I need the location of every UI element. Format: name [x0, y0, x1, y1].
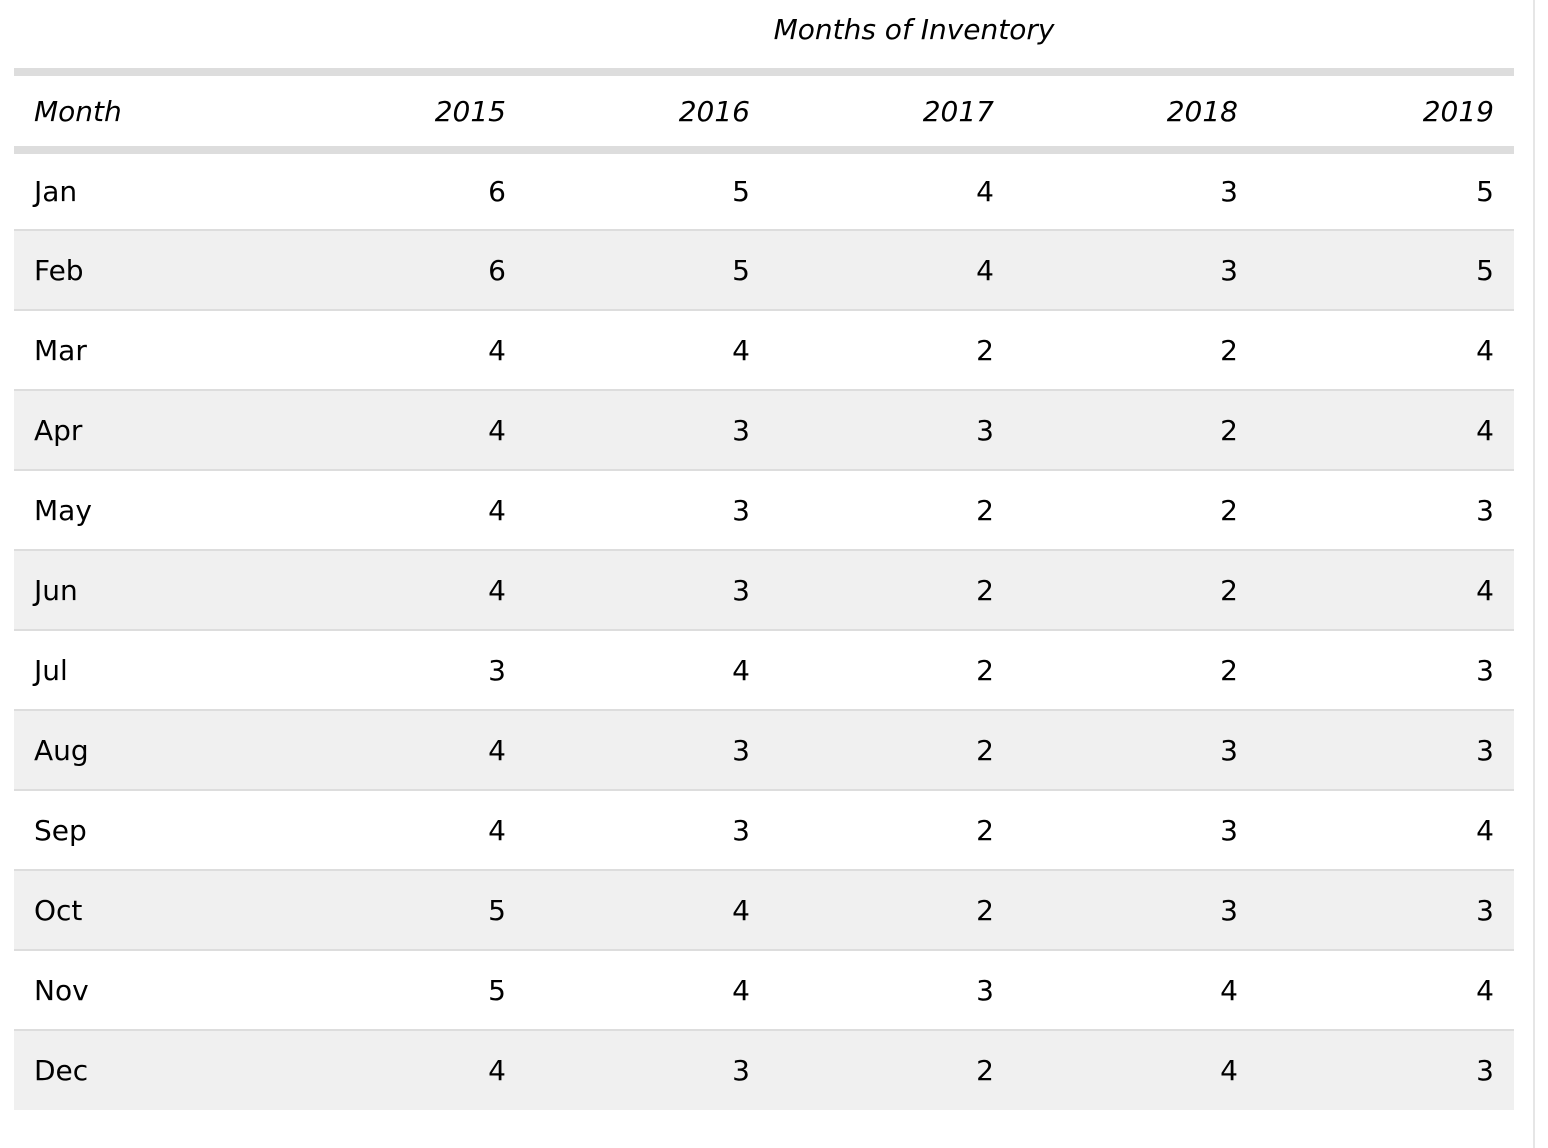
table-row: Nov 5 4 3 4 4 — [14, 950, 1514, 1030]
month-cell: Apr — [34, 413, 83, 447]
column-header-month: Month — [34, 94, 122, 128]
value-cell: 2 — [976, 333, 994, 367]
value-cell: 3 — [976, 413, 994, 447]
value-cell: 5 — [1476, 175, 1494, 208]
value-cell: 2 — [1220, 493, 1238, 527]
table-row: Aug 4 3 2 3 3 — [14, 710, 1514, 790]
month-cell: Jul — [34, 653, 68, 687]
table-row: Feb 6 5 4 3 5 — [14, 230, 1514, 310]
value-cell: 4 — [1476, 413, 1494, 447]
value-cell: 2 — [1220, 573, 1238, 607]
month-cell: Feb — [34, 253, 84, 287]
value-cell: 2 — [1220, 413, 1238, 447]
column-header-2017: 2017 — [922, 94, 994, 128]
month-cell: May — [34, 493, 92, 527]
value-cell: 5 — [488, 893, 506, 927]
value-cell: 3 — [732, 493, 750, 527]
value-cell: 3 — [1476, 493, 1494, 527]
value-cell: 2 — [1220, 333, 1238, 367]
value-cell: 4 — [488, 493, 506, 527]
value-cell: 4 — [1476, 333, 1494, 367]
value-cell: 3 — [732, 813, 750, 847]
month-cell: Jan — [34, 175, 78, 208]
value-cell: 4 — [1476, 573, 1494, 607]
value-cell: 2 — [976, 1054, 994, 1087]
value-cell: 4 — [488, 573, 506, 607]
value-cell: 3 — [1220, 253, 1238, 287]
value-cell: 5 — [732, 253, 750, 287]
value-cell: 4 — [488, 813, 506, 847]
value-cell: 3 — [1220, 893, 1238, 927]
value-cell: 3 — [488, 653, 506, 687]
value-cell: 3 — [1476, 733, 1494, 767]
value-cell: 3 — [1476, 653, 1494, 687]
value-cell: 2 — [976, 893, 994, 927]
column-header-2016: 2016 — [678, 94, 750, 128]
value-cell: 3 — [732, 1054, 750, 1087]
value-cell: 4 — [732, 893, 750, 927]
inventory-table: Month 2015 2016 2017 2018 2019 Jan 6 5 4 3 5 F… — [14, 68, 1514, 1110]
month-cell: Jun — [34, 573, 78, 607]
value-cell: 2 — [976, 653, 994, 687]
table-row: May 4 3 2 2 3 — [14, 470, 1514, 550]
value-cell: 4 — [488, 733, 506, 767]
table-row: Jul 3 4 2 2 3 — [14, 630, 1514, 710]
value-cell: 3 — [732, 413, 750, 447]
value-cell: 4 — [732, 653, 750, 687]
month-cell: Mar — [34, 333, 87, 367]
table-row: Oct 5 4 2 3 3 — [14, 870, 1514, 950]
value-cell: 5 — [732, 175, 750, 208]
month-cell: Sep — [34, 813, 87, 847]
value-cell: 3 — [1220, 813, 1238, 847]
value-cell: 4 — [488, 413, 506, 447]
value-cell: 3 — [732, 573, 750, 607]
value-cell: 5 — [488, 973, 506, 1007]
month-cell: Oct — [34, 893, 83, 927]
value-cell: 3 — [1476, 1054, 1494, 1087]
table-row: Sep 4 3 2 3 4 — [14, 790, 1514, 870]
value-cell: 3 — [1220, 175, 1238, 208]
column-header-2015: 2015 — [434, 94, 506, 128]
table-row: Jan 6 5 4 3 5 — [14, 150, 1514, 230]
header-row: Month 2015 2016 2017 2018 2019 — [14, 72, 1514, 150]
value-cell: 6 — [488, 253, 506, 287]
value-cell: 3 — [732, 733, 750, 767]
column-header-2018: 2018 — [1166, 94, 1238, 128]
value-cell: 3 — [976, 973, 994, 1007]
table-title: Months of Inventory — [773, 13, 1055, 46]
value-cell: 4 — [976, 253, 994, 287]
table-row: Mar 4 4 2 2 4 — [14, 310, 1514, 390]
month-cell: Aug — [34, 733, 89, 767]
value-cell: 4 — [1476, 973, 1494, 1007]
value-cell: 4 — [1220, 973, 1238, 1007]
value-cell: 3 — [1476, 893, 1494, 927]
value-cell: 4 — [976, 175, 994, 208]
scrollbar-track[interactable] — [1533, 0, 1535, 1148]
table-body: Jan 6 5 4 3 5 Feb 6 5 4 3 5 Mar 4 4 2 2 4 Apr 4 3 3 2 4 May 4 3 2 2 3… — [14, 150, 1514, 1110]
value-cell: 5 — [1476, 253, 1494, 287]
column-header-2019: 2019 — [1422, 94, 1494, 128]
value-cell: 2 — [976, 733, 994, 767]
table-row: Jun 4 3 2 2 4 — [14, 550, 1514, 630]
value-cell: 4 — [732, 333, 750, 367]
month-cell: Nov — [34, 973, 89, 1007]
value-cell: 2 — [1220, 653, 1238, 687]
table-row: Apr 4 3 3 2 4 — [14, 390, 1514, 470]
table-row: Dec 4 3 2 4 3 — [14, 1030, 1514, 1110]
value-cell: 2 — [976, 493, 994, 527]
value-cell: 6 — [488, 175, 506, 208]
value-cell: 4 — [488, 333, 506, 367]
value-cell: 3 — [1220, 733, 1238, 767]
month-cell: Dec — [34, 1054, 89, 1087]
value-cell: 4 — [488, 1054, 506, 1087]
value-cell: 4 — [1476, 813, 1494, 847]
value-cell: 2 — [976, 813, 994, 847]
value-cell: 2 — [976, 573, 994, 607]
value-cell: 4 — [1220, 1054, 1238, 1087]
value-cell: 4 — [732, 973, 750, 1007]
